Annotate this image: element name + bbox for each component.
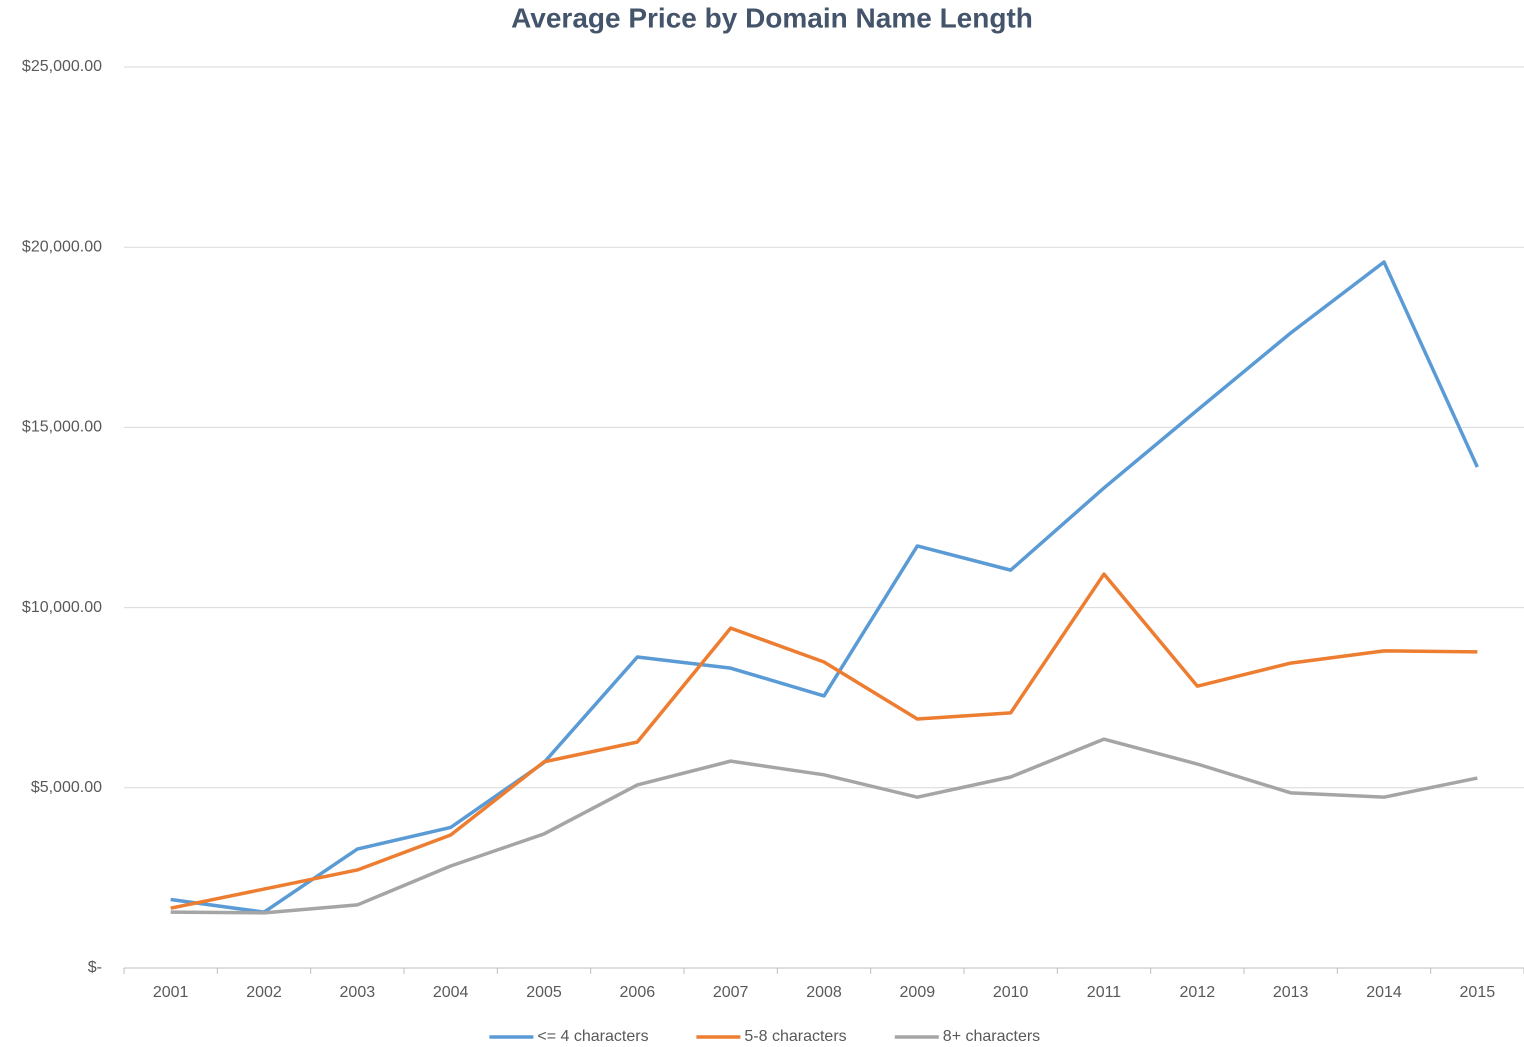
legend-label: 8+ characters <box>943 1028 1040 1045</box>
y-tick-label: $20,000.00 <box>22 238 102 255</box>
x-tick-label: 2003 <box>340 984 376 1001</box>
x-tick-label: 2001 <box>153 984 189 1001</box>
x-tick-label: 2014 <box>1366 984 1402 1001</box>
x-tick-label: 2010 <box>993 984 1029 1001</box>
series-line <box>170 260 1479 914</box>
series-line <box>170 737 1478 915</box>
x-tick-label: 2013 <box>1273 984 1309 1001</box>
series-line <box>170 572 1478 910</box>
x-tick-label: 2005 <box>526 984 562 1001</box>
chart-title: Average Price by Domain Name Length <box>511 2 1033 33</box>
x-tick-label: 2002 <box>246 984 282 1001</box>
x-tick-label: 2007 <box>713 984 749 1001</box>
y-tick-label: $5,000.00 <box>31 779 102 796</box>
x-tick-label: 2008 <box>806 984 842 1001</box>
x-tick-label: 2011 <box>1087 984 1122 1001</box>
y-tick-label: $25,000.00 <box>22 58 102 75</box>
legend-label: <= 4 characters <box>537 1028 648 1045</box>
x-tick-label: 2004 <box>433 984 469 1001</box>
x-tick-label: 2015 <box>1460 984 1496 1001</box>
x-tick-label: 2006 <box>620 984 656 1001</box>
x-tick-label: 2012 <box>1180 984 1216 1001</box>
x-tick-label: 2009 <box>900 984 936 1001</box>
y-tick-label: $10,000.00 <box>22 599 102 616</box>
legend-label: 5-8 characters <box>744 1028 846 1045</box>
y-tick-label: $15,000.00 <box>22 419 102 436</box>
y-tick-label: $- <box>88 959 102 976</box>
